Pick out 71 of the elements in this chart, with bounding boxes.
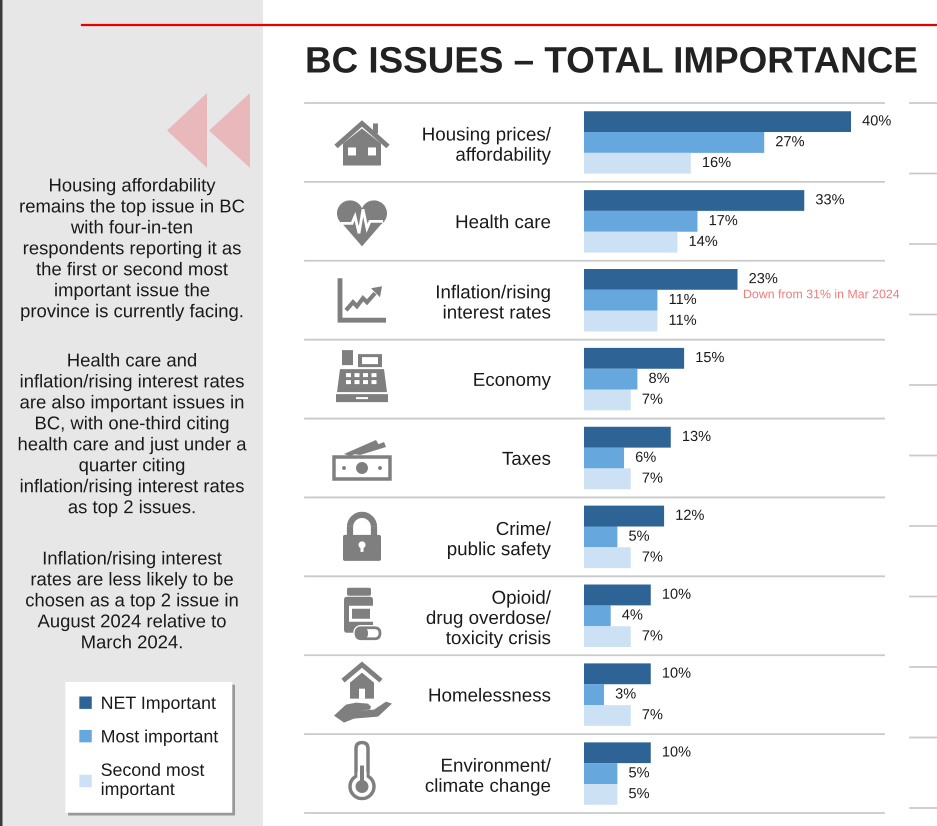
- bar: [584, 584, 651, 606]
- bar: [584, 526, 618, 548]
- bar: [584, 705, 631, 726]
- y-tick-label: Inflation/rising interest rates: [436, 284, 550, 319]
- text: Health care and inflation/rising interest rates are also important issues in BC, with one-third citing health care and just under a quarter citing inflation/rising interest rates as top 2 issues.: [18, 353, 247, 517]
- bar: [584, 348, 684, 369]
- data-label: 7%: [642, 551, 662, 562]
- bar: [584, 232, 678, 253]
- data-label: 15%: [696, 352, 724, 362]
- data-label: 4%: [622, 609, 642, 620]
- bar: [584, 210, 698, 232]
- text: Housing affordability remains the top issue in BC with four-in-ten respondents reporting it as the first or second most important issue the province is currently facing.: [20, 178, 244, 322]
- chart-title: BC ISSUES – TOTAL IMPORTANCE: [307, 46, 916, 73]
- bar: [584, 310, 658, 332]
- annotation: Down from 31% in Mar 2024: [744, 289, 900, 298]
- data-label: 13%: [683, 430, 711, 442]
- data-label: 6%: [636, 452, 656, 462]
- data-label: 10%: [662, 667, 691, 678]
- y-tick-label: Housing prices/ affordability: [423, 126, 551, 165]
- legend-label: Most important: [102, 729, 218, 746]
- y-tick-label: Economy: [474, 373, 551, 390]
- data-label: 10%: [662, 588, 691, 599]
- bar: [584, 190, 804, 211]
- bar: [584, 506, 664, 526]
- y-tick-label: Taxes: [502, 452, 550, 465]
- bar: [584, 468, 631, 490]
- bar: [584, 784, 618, 805]
- bar: [584, 663, 651, 684]
- data-label: 23%: [749, 272, 778, 284]
- bar: [584, 426, 671, 448]
- data-label: 11%: [670, 294, 696, 304]
- y-tick-label: Environment/ climate change: [426, 758, 551, 796]
- bar: [584, 152, 691, 174]
- data-label: 5%: [629, 530, 650, 541]
- bar: [584, 626, 631, 648]
- bar: [584, 684, 604, 706]
- data-label: 7%: [642, 394, 662, 404]
- text: Inflation/rising interest rates are less likely to be chosen as a top 2 issue in August 2024 relative to March 2024.: [26, 551, 238, 648]
- bar: [584, 742, 651, 764]
- y-tick-label: Opioid/ drug overdose/ toxicity crisis: [426, 590, 551, 648]
- y-tick-label: Homelessness: [430, 688, 550, 702]
- legend-label: NET Important: [102, 696, 216, 713]
- bar: [584, 390, 631, 410]
- bar: [584, 268, 738, 290]
- data-label: 7%: [642, 630, 662, 640]
- data-label: 16%: [703, 156, 731, 168]
- data-label: 10%: [662, 746, 691, 757]
- data-label: 11%: [670, 314, 696, 325]
- y-tick-label: Crime/ public safety: [448, 521, 551, 560]
- data-label: 5%: [629, 788, 650, 798]
- bar: [584, 368, 638, 390]
- data-label: 17%: [710, 214, 738, 226]
- bar: [584, 605, 611, 626]
- y-tick-label: Health care: [456, 214, 550, 228]
- data-label: 7%: [642, 709, 662, 720]
- data-label: 3%: [616, 688, 636, 699]
- data-label: 14%: [690, 236, 718, 246]
- data-label: 5%: [629, 767, 650, 778]
- bar: [584, 111, 851, 132]
- data-label: 27%: [776, 136, 804, 146]
- legend-label: Second most important: [101, 762, 204, 799]
- bar: [584, 547, 631, 568]
- data-label: 33%: [816, 194, 844, 204]
- bar: [584, 290, 658, 311]
- bar: [584, 132, 764, 153]
- bar: [584, 763, 618, 784]
- data-label: 8%: [649, 372, 670, 384]
- data-label: 7%: [642, 472, 662, 483]
- bar: [584, 448, 624, 468]
- data-label: 40%: [862, 115, 891, 126]
- data-label: 12%: [676, 510, 704, 520]
